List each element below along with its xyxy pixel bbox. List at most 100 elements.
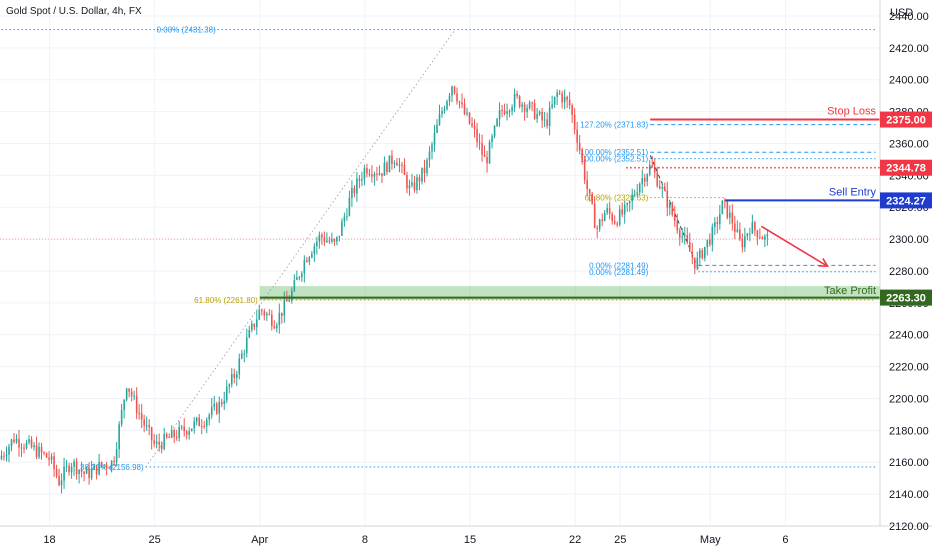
- candle-body: [50, 456, 53, 460]
- candle-body: [663, 186, 666, 191]
- candle-body: [301, 273, 303, 278]
- x-tick-label: May: [700, 534, 721, 546]
- candle-body: [233, 374, 236, 378]
- candle-body: [536, 114, 538, 119]
- candle-body: [293, 279, 296, 291]
- candle-body: [651, 164, 654, 167]
- y-tick-label: 2360.00: [889, 138, 929, 150]
- candle-body: [193, 421, 196, 429]
- currency-label[interactable]: USD: [890, 7, 913, 19]
- candle-body: [130, 391, 133, 397]
- candle-body: [428, 151, 431, 160]
- candle-body: [583, 160, 586, 181]
- candle-body: [646, 174, 649, 182]
- candle-body: [601, 219, 603, 221]
- candle-body: [351, 187, 353, 198]
- candle-body: [250, 323, 253, 330]
- candle-body: [568, 99, 571, 106]
- candle-body: [260, 309, 263, 312]
- candle-body: [386, 162, 388, 173]
- candle-body: [493, 125, 496, 137]
- candle-body: [348, 197, 351, 216]
- candle-body: [105, 464, 108, 468]
- candle-body: [686, 234, 689, 243]
- y-tick-label: 2120.00: [889, 521, 929, 533]
- candle-body: [145, 425, 148, 427]
- candle-body: [185, 431, 188, 435]
- candle-body: [165, 434, 168, 438]
- candle-body: [318, 234, 321, 242]
- candle-body: [323, 237, 326, 242]
- candle-body: [656, 172, 659, 187]
- candle-body: [391, 155, 393, 164]
- candle-body: [576, 129, 578, 143]
- candle-body: [338, 235, 341, 237]
- candle-body: [578, 142, 581, 151]
- candle-body: [118, 424, 120, 450]
- candle-body: [498, 110, 501, 120]
- y-tick-label: 2160.00: [889, 457, 929, 469]
- y-tick-label: 2400.00: [889, 75, 929, 87]
- candle-body: [328, 240, 331, 242]
- candle-body: [739, 229, 741, 240]
- candle-body: [35, 445, 38, 457]
- candle-body: [235, 374, 238, 378]
- candle-body: [100, 461, 103, 466]
- candle-body: [563, 96, 566, 103]
- candle-body: [478, 142, 481, 144]
- candle-body: [225, 386, 228, 401]
- candle-body: [296, 277, 298, 280]
- candle-body: [766, 234, 769, 237]
- candle-body: [198, 417, 201, 427]
- candle-body: [133, 395, 135, 397]
- candle-body: [371, 174, 373, 177]
- candle-body: [3, 455, 5, 457]
- fib-level-label: 0.00% (2431.38): [157, 26, 216, 35]
- candle-body: [366, 168, 368, 174]
- candle-body: [543, 119, 546, 121]
- candle-body: [506, 111, 508, 114]
- candle-body: [698, 250, 701, 258]
- arrow-shaft: [760, 225, 828, 267]
- candle-body: [160, 444, 163, 449]
- candle-body: [311, 254, 313, 258]
- candle-body: [548, 107, 551, 127]
- x-tick-label: Apr: [251, 534, 268, 546]
- candle-body: [356, 178, 358, 194]
- projection-arrow: [760, 225, 829, 268]
- candle-body: [341, 221, 343, 236]
- candle-body: [78, 469, 80, 474]
- candle-body: [25, 442, 28, 449]
- take-profit-zone: [259, 286, 880, 300]
- candle-body: [588, 189, 591, 194]
- candle-body: [709, 239, 711, 245]
- trend-lines: [145, 29, 699, 468]
- candle-body: [466, 112, 468, 114]
- candle-body: [243, 353, 246, 355]
- candle-body: [643, 177, 646, 182]
- candle-body: [418, 177, 421, 182]
- candle-body: [220, 402, 223, 405]
- candle-body: [736, 229, 739, 232]
- candle-body: [281, 312, 283, 316]
- candle-body: [573, 114, 576, 130]
- candle-body: [95, 465, 98, 475]
- candle-body: [556, 92, 558, 97]
- fib-level-label: 0.00% (2281.49): [589, 261, 648, 270]
- candle-body: [90, 469, 93, 479]
- candle-body: [143, 419, 145, 426]
- candle-body: [65, 465, 68, 467]
- candle-body: [140, 413, 143, 420]
- candle-body: [180, 426, 183, 428]
- candle-body: [456, 93, 458, 102]
- time-axis[interactable]: 18 25 Apr 8 15 22 25 May 6: [43, 534, 788, 546]
- candle-body: [125, 388, 128, 400]
- candle-body: [446, 101, 448, 110]
- candle-body: [433, 132, 436, 145]
- candle-body: [215, 403, 218, 414]
- y-tick-label: 2300.00: [889, 234, 929, 246]
- candle-body: [731, 212, 734, 224]
- candle-body: [696, 257, 699, 269]
- candle-body: [53, 456, 55, 470]
